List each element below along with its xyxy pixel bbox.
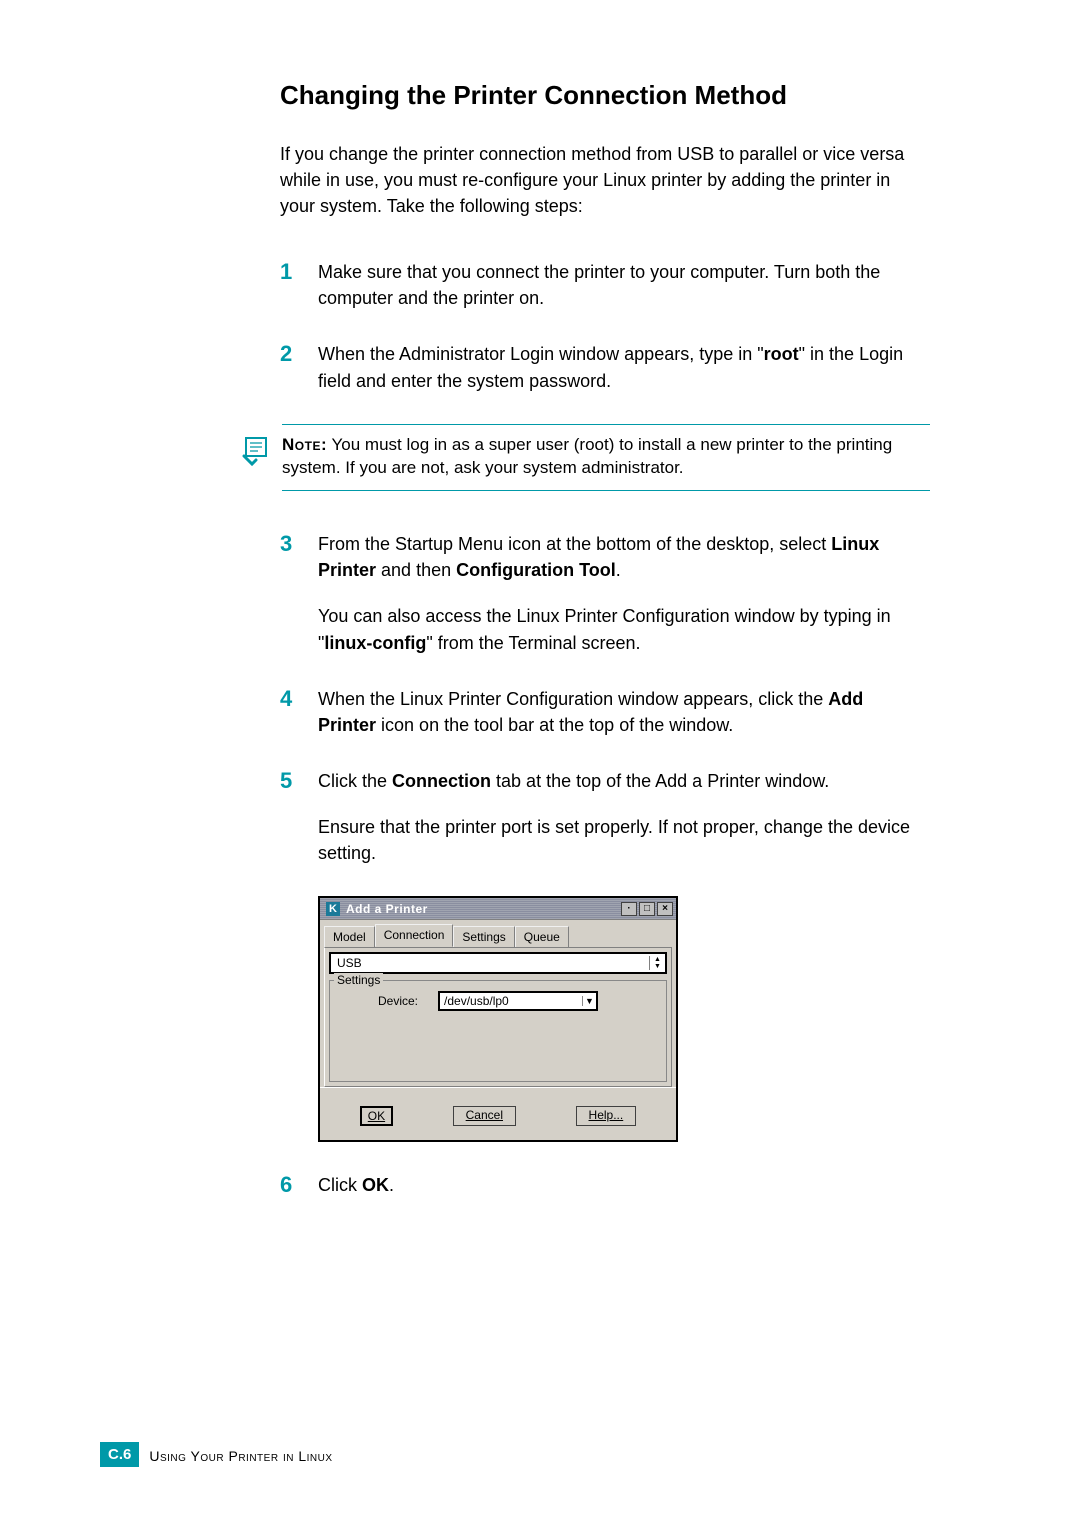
button-row: OK Cancel Help... xyxy=(320,1087,676,1140)
text: C. xyxy=(108,1446,123,1463)
intro-paragraph: If you change the printer connection met… xyxy=(280,141,920,219)
step-text: Click the Connection tab at the top of t… xyxy=(318,768,920,866)
step-6: 6 Click OK. xyxy=(280,1172,920,1198)
text: . xyxy=(389,1175,394,1195)
text: " from the Terminal screen. xyxy=(426,633,640,653)
footer-text: Using Your Printer in Linux xyxy=(139,1442,332,1467)
step-number: 6 xyxy=(280,1172,310,1198)
ok-button[interactable]: OK xyxy=(360,1106,393,1126)
text: From the Startup Menu icon at the bottom… xyxy=(318,534,831,554)
step-number: 4 xyxy=(280,686,310,712)
step-text: When the Administrator Login window appe… xyxy=(318,341,920,393)
text-bold: Configuration Tool xyxy=(456,560,616,580)
text: When the Administrator Login window appe… xyxy=(318,344,764,364)
text-bold: Connection xyxy=(392,771,491,791)
step-number: 2 xyxy=(280,341,310,367)
step-number: 1 xyxy=(280,259,310,285)
tab-settings[interactable]: Settings xyxy=(453,926,514,947)
minimize-icon[interactable]: · xyxy=(621,902,637,916)
titlebar: K Add a Printer · □ × xyxy=(320,898,676,920)
text: Ensure that the printer port is set prop… xyxy=(318,814,920,866)
step-number: 3 xyxy=(280,531,310,557)
step-1: 1 Make sure that you connect the printer… xyxy=(280,259,920,311)
app-icon: K xyxy=(326,902,340,916)
step-2: 2 When the Administrator Login window ap… xyxy=(280,341,920,393)
page-footer: C.6 Using Your Printer in Linux xyxy=(100,1442,333,1467)
note-callout: Note: You must log in as a super user (r… xyxy=(240,424,930,492)
step-text: From the Startup Menu icon at the bottom… xyxy=(318,531,920,655)
text: You must log in as a super user (root) t… xyxy=(282,435,892,478)
step-5: 5 Click the Connection tab at the top of… xyxy=(280,768,920,866)
close-icon[interactable]: × xyxy=(657,902,673,916)
chevron-down-icon[interactable]: ▼ xyxy=(582,996,596,1006)
select-value: /dev/usb/lp0 xyxy=(444,994,509,1008)
fieldset-legend: Settings xyxy=(334,973,383,987)
page-number-badge: C.6 xyxy=(100,1442,139,1467)
text: and then xyxy=(376,560,456,580)
dialog-screenshot: K Add a Printer · □ × Model Connection S… xyxy=(318,896,980,1142)
tab-model[interactable]: Model xyxy=(324,926,375,947)
text-bold: linux-config xyxy=(324,633,426,653)
window-title: Add a Printer xyxy=(346,902,428,916)
spinner-arrows-icon[interactable]: ▲▼ xyxy=(649,956,665,970)
step-number: 5 xyxy=(280,768,310,794)
step-3: 3 From the Startup Menu icon at the bott… xyxy=(280,531,920,655)
text-bold: root xyxy=(764,344,799,364)
device-label: Device: xyxy=(378,994,418,1008)
step-4: 4 When the Linux Printer Configuration w… xyxy=(280,686,920,738)
text: . xyxy=(616,560,621,580)
note-icon xyxy=(240,434,278,473)
step-text: Make sure that you connect the printer t… xyxy=(318,259,920,311)
tab-panel: USB ▲▼ Settings Device: /dev/usb/lp0 ▼ xyxy=(324,947,672,1087)
add-printer-dialog: K Add a Printer · □ × Model Connection S… xyxy=(318,896,678,1142)
text: When the Linux Printer Configuration win… xyxy=(318,689,828,709)
help-button[interactable]: Help... xyxy=(576,1106,637,1126)
text: tab at the top of the Add a Printer wind… xyxy=(491,771,829,791)
device-select[interactable]: /dev/usb/lp0 ▼ xyxy=(438,991,598,1011)
tab-connection[interactable]: Connection xyxy=(375,924,454,947)
section-heading: Changing the Printer Connection Method xyxy=(280,80,980,111)
settings-fieldset: Settings Device: /dev/usb/lp0 ▼ xyxy=(329,980,667,1082)
step-text: When the Linux Printer Configuration win… xyxy=(318,686,920,738)
maximize-icon[interactable]: □ xyxy=(639,902,655,916)
note-prefix: Note: xyxy=(282,435,327,454)
connection-type-select[interactable]: USB ▲▼ xyxy=(329,952,667,974)
text: Click xyxy=(318,1175,362,1195)
text: Click the xyxy=(318,771,392,791)
cancel-button[interactable]: Cancel xyxy=(453,1106,516,1126)
step-text: Click OK. xyxy=(318,1172,920,1198)
text: icon on the tool bar at the top of the w… xyxy=(376,715,733,735)
text-bold: OK xyxy=(362,1175,389,1195)
tab-queue[interactable]: Queue xyxy=(515,926,569,947)
select-value: USB xyxy=(337,956,362,970)
text: 6 xyxy=(123,1446,131,1463)
note-text: Note: You must log in as a super user (r… xyxy=(282,425,930,492)
tab-row: Model Connection Settings Queue xyxy=(320,920,676,947)
